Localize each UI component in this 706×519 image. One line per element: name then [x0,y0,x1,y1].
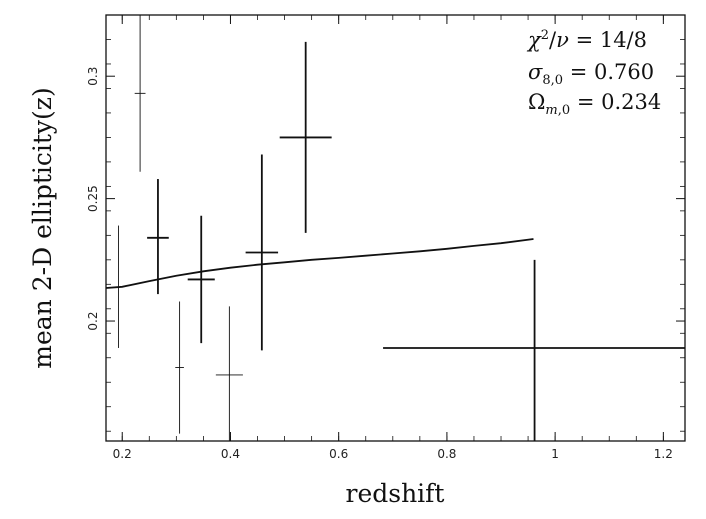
y-tick-label: 0.25 [86,185,100,212]
omega-m-value: = 0.234 [576,90,662,114]
data-point [175,301,184,434]
y-axis-label: mean 2-D ellipticity(z) [28,87,57,368]
x-tick-label: 0.8 [437,447,456,461]
data-point [134,15,146,172]
chi-squared-value: = 14/8 [575,28,647,52]
data-point [245,154,279,351]
x-tick-label: 1 [551,447,559,461]
omega-m-annotation: Ωm,0 = 0.234 [528,90,662,119]
x-tick-label: 1.2 [654,447,673,461]
model-curve [105,238,534,289]
x-tick-label: 0.4 [221,447,240,461]
data-point [215,306,243,441]
x-tick-label: 0.6 [329,447,348,461]
axis-ticks [106,15,685,441]
x-axis-label: redshift [346,479,445,508]
x-tick-label: 0.2 [113,447,132,461]
sigma8-annotation: σ8,0 = 0.760 [528,60,655,89]
tick-labels: 0.2 0.4 0.6 0.8 1 1.2 0.2 0.25 0.3 [86,67,673,461]
y-tick-label: 0.3 [86,67,100,86]
plot-frame [105,14,686,442]
y-tick-label: 0.2 [86,311,100,330]
data-point [147,179,169,295]
data-point [279,41,332,233]
data-point [383,259,685,441]
data-points-layer [117,15,685,441]
model-curve-layer [105,238,534,289]
sigma8-value: = 0.760 [569,60,655,84]
data-point [187,215,215,344]
chi-squared-annotation: χ2/ν = 14/8 [528,28,647,52]
